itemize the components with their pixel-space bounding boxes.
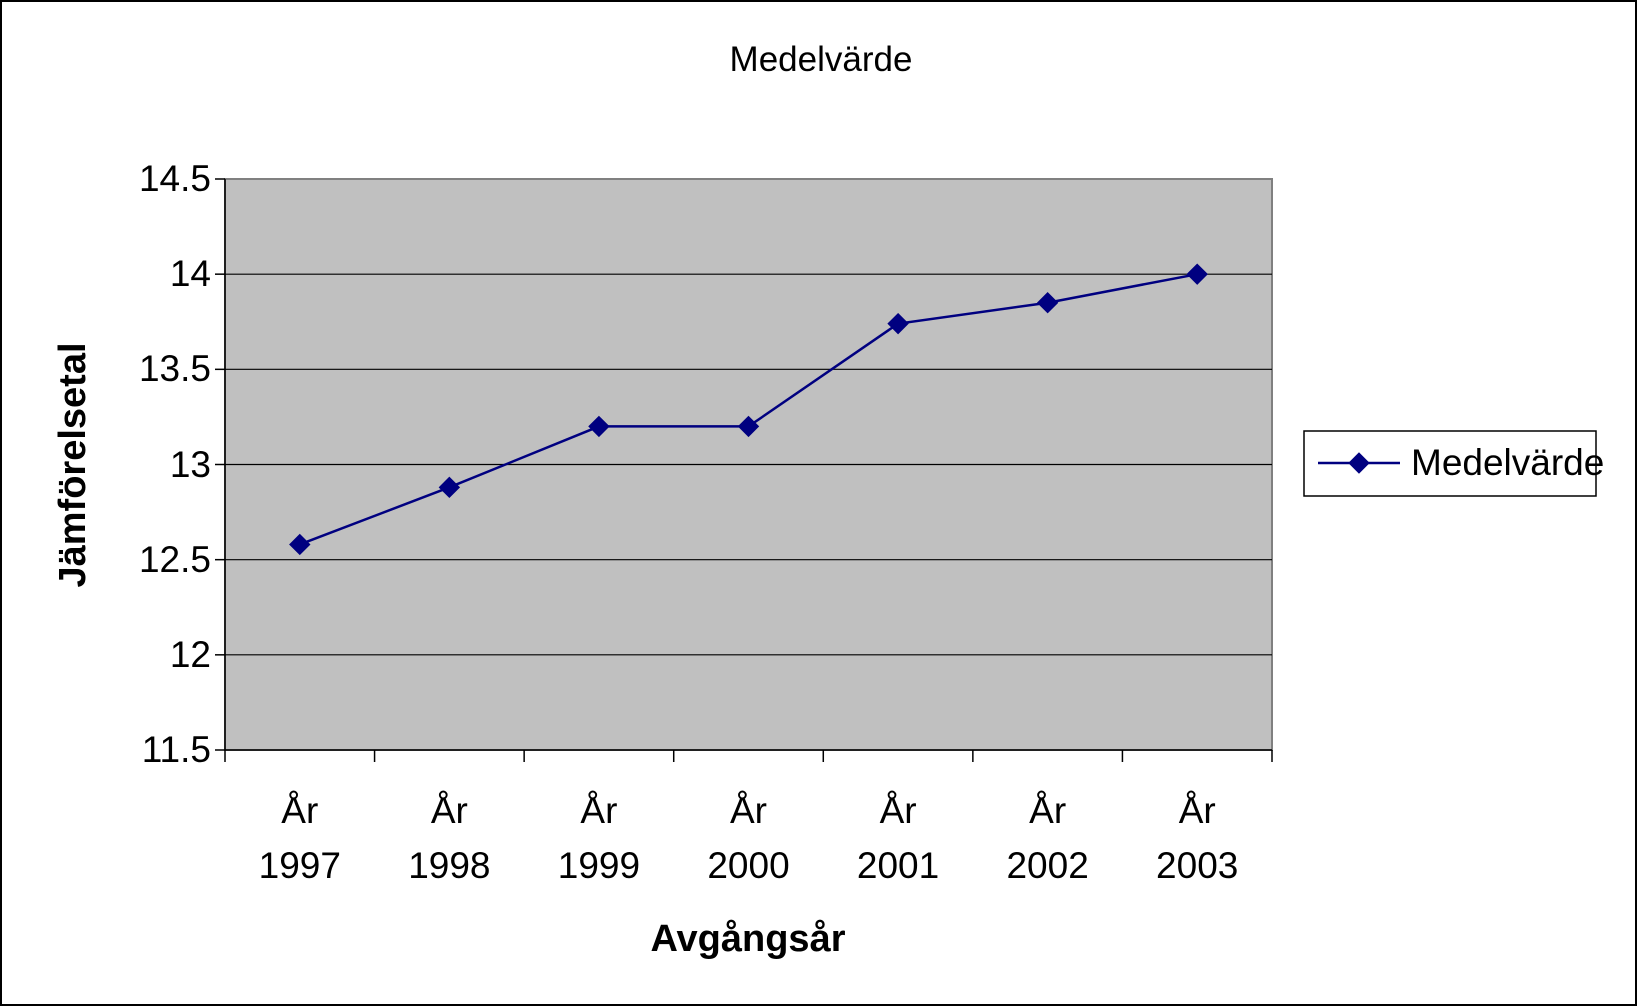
marker	[737, 415, 760, 438]
x-tick-label: År 2002	[1006, 790, 1089, 886]
chart-title: Medelvärde	[729, 40, 913, 79]
legend-marker	[1348, 452, 1370, 474]
y-tick-label: 13.5	[138, 348, 211, 390]
x-tick-label: År 2001	[856, 790, 940, 886]
y-tick-label: 12.5	[138, 538, 211, 580]
marker	[887, 312, 909, 335]
marker	[1036, 292, 1059, 314]
y-tick-label: 13	[169, 443, 211, 485]
y-tick-label: 11.5	[141, 729, 211, 770]
y-axis-label: Jämförelsetal	[52, 342, 94, 588]
y-tick-label: 14	[169, 253, 211, 295]
x-tick-label: År 1997	[258, 790, 341, 886]
y-tick-label: 14.5	[138, 158, 211, 199]
marker	[1186, 263, 1208, 285]
x-tick-label: År 2000	[707, 790, 790, 886]
marker	[438, 476, 461, 499]
marker	[588, 415, 610, 438]
x-axis-label: Avgångsår	[650, 918, 846, 960]
x-tick-label: År 1998	[408, 790, 491, 886]
marker	[289, 533, 311, 556]
x-tick-label: År 1999	[557, 790, 641, 886]
legend-label: Medelvärde	[1411, 442, 1605, 483]
x-tick-label: År 2003	[1156, 790, 1239, 886]
y-tick-label: 12	[169, 633, 211, 675]
